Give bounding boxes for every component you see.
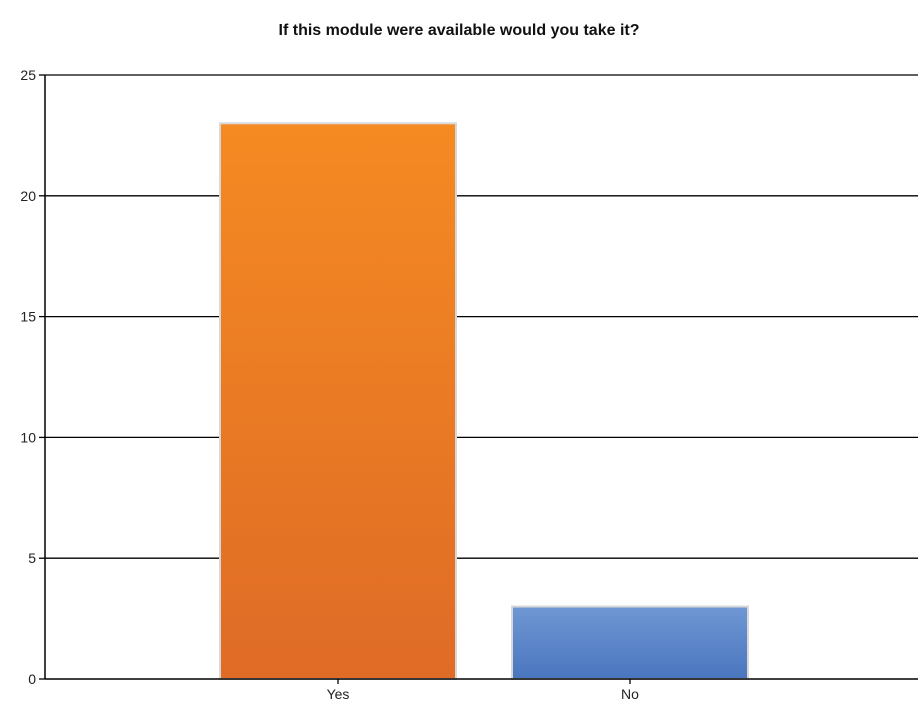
bar-no xyxy=(511,605,749,681)
axes xyxy=(39,74,918,684)
grid-lines xyxy=(45,74,918,559)
y-tick-label: 20 xyxy=(20,188,36,204)
y-tick-label: 0 xyxy=(28,671,36,687)
chart-title: If this module were available would you … xyxy=(278,22,640,39)
bars xyxy=(219,122,749,681)
x-tick-label: No xyxy=(621,686,639,702)
bar-yes xyxy=(219,122,457,680)
x-tick-label: Yes xyxy=(327,686,350,702)
labels: 0 5 10 15 20 25 Yes No xyxy=(20,67,639,702)
y-tick-label: 25 xyxy=(20,67,36,83)
y-tick-label: 10 xyxy=(20,429,36,445)
y-tick-label: 15 xyxy=(20,309,36,325)
y-tick-label: 5 xyxy=(28,550,36,566)
